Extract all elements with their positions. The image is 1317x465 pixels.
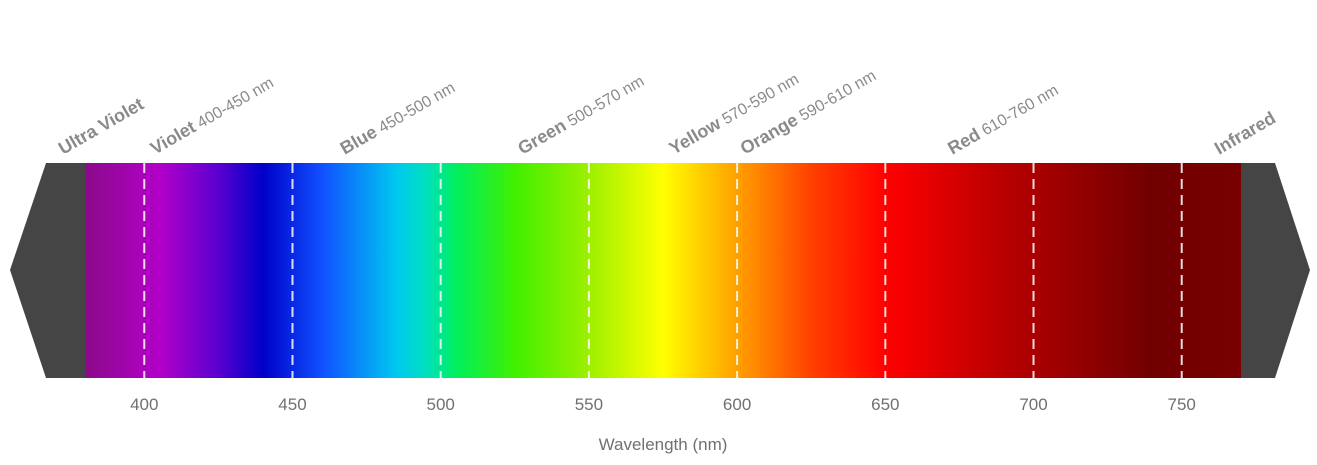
spectrum-gradient-bar <box>85 163 1241 378</box>
band-range: 500-570 nm <box>561 73 647 133</box>
tick-label-400: 400 <box>130 395 158 414</box>
tick-label-450: 450 <box>278 395 306 414</box>
band-range: 450-500 nm <box>372 79 458 139</box>
tick-label-700: 700 <box>1019 395 1047 414</box>
tick-label-750: 750 <box>1168 395 1196 414</box>
infrared-end-cap <box>1241 163 1310 378</box>
ultraviolet-end-cap <box>10 163 85 378</box>
band-label-green: Green 500-570 nm <box>514 70 647 158</box>
band-label-orange: Orange 590-610 nm <box>737 65 879 159</box>
band-name: Violet <box>147 117 199 159</box>
wavelength-gridlines <box>143 163 1183 378</box>
band-name: Infrared <box>1211 108 1279 159</box>
band-label-red: Red 610-760 nm <box>944 79 1061 158</box>
band-name: Yellow <box>666 113 725 159</box>
band-name: Ultra Violet <box>55 94 147 159</box>
x-axis-title: Wavelength (nm) <box>599 435 728 454</box>
band-name: Green <box>514 115 569 158</box>
tick-label-600: 600 <box>723 395 751 414</box>
color-band-labels: Ultra Violet Violet 400-450 nm Blue 450-50… <box>55 65 1279 159</box>
tick-label-500: 500 <box>427 395 455 414</box>
tick-label-550: 550 <box>575 395 603 414</box>
band-label-violet: Violet 400-450 nm <box>147 72 277 159</box>
band-label-ultra-violet: Ultra Violet <box>55 94 147 159</box>
band-label-blue: Blue 450-500 nm <box>337 77 459 159</box>
band-range: 400-450 nm <box>191 74 277 134</box>
band-range: 590-610 nm <box>793 67 879 127</box>
wavelength-tick-labels: 400 450 500 550 600 650 700 750 <box>130 395 1196 414</box>
band-label-yellow: Yellow 570-590 nm <box>666 68 802 158</box>
band-label-infrared: Infrared <box>1211 108 1279 159</box>
tick-label-650: 650 <box>871 395 899 414</box>
band-range: 610-760 nm <box>975 82 1061 142</box>
